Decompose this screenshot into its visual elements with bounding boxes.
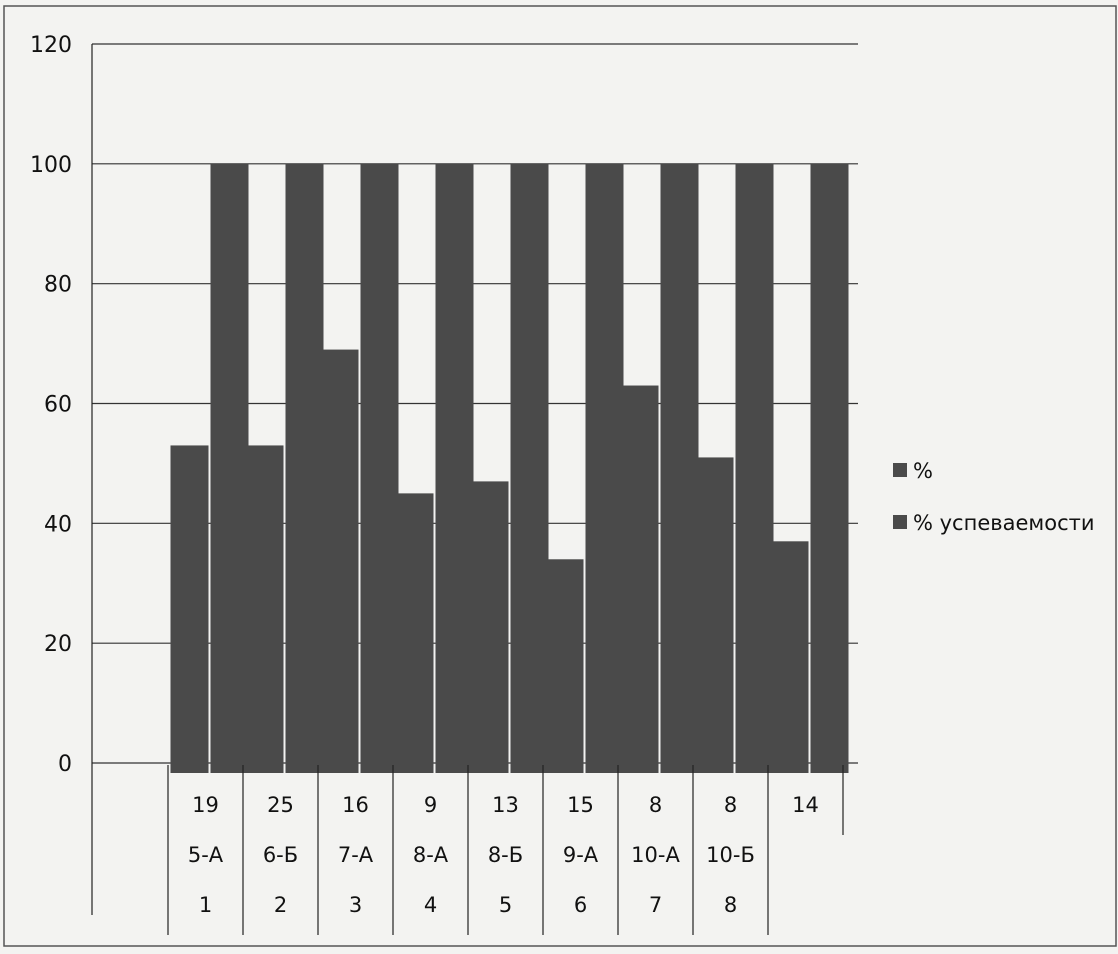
bar-percent	[545, 559, 584, 773]
bar-success	[660, 163, 699, 774]
category-label: 9-А	[563, 843, 599, 867]
category-label: 4	[424, 893, 437, 917]
category-label: 25	[267, 793, 294, 817]
bars	[170, 163, 849, 774]
category-label: 5	[499, 893, 512, 917]
category-label: 8-Б	[488, 843, 523, 867]
bar-percent	[695, 457, 734, 773]
y-tick-label: 100	[30, 153, 72, 178]
legend-swatch-success	[893, 515, 907, 529]
y-tick-label: 20	[44, 632, 72, 657]
category-label: 8	[724, 793, 737, 817]
y-tick-label: 120	[30, 33, 72, 58]
legend-label-percent: %	[913, 459, 933, 483]
bar-success	[360, 163, 399, 774]
legend-label-success: % успеваемости	[913, 511, 1095, 535]
legend: % % успеваемости	[893, 459, 1095, 535]
bar-success	[585, 163, 624, 774]
category-label: 8-А	[413, 843, 449, 867]
bar-percent	[245, 445, 284, 773]
category-label: 3	[349, 893, 362, 917]
category-label: 13	[492, 793, 519, 817]
category-label: 5-А	[188, 843, 224, 867]
category-label: 14	[792, 793, 819, 817]
bar-success	[285, 163, 324, 774]
bar-success	[510, 163, 549, 774]
bar-success	[810, 163, 849, 774]
category-label: 15	[567, 793, 594, 817]
y-axis: 0 20 40 60 80 100 120	[30, 33, 93, 915]
bar-percent	[395, 493, 434, 773]
category-label: 8	[724, 893, 737, 917]
category-label: 19	[192, 793, 219, 817]
bar-percent	[320, 349, 359, 773]
legend-swatch-percent	[893, 463, 907, 477]
category-table: 19 5-А 1 25 6-Б 2 16 7-А 3 9 8-А 4 13 8-Б 5 15 9-А 6 8 10-А…	[167, 765, 844, 935]
y-tick-label: 60	[44, 393, 72, 418]
category-label: 7-А	[338, 843, 374, 867]
y-tick-label: 40	[44, 512, 72, 537]
bar-percent	[620, 385, 659, 773]
bar-success	[210, 163, 249, 774]
bar-percent	[470, 481, 509, 773]
category-label: 10-Б	[706, 843, 755, 867]
bar-percent	[770, 541, 809, 773]
y-tick-label: 0	[58, 752, 72, 777]
category-label: 9	[424, 793, 437, 817]
category-label: 6-Б	[263, 843, 298, 867]
page-frame	[3, 5, 1117, 947]
y-tick-label: 80	[44, 273, 72, 298]
category-label: 1	[199, 893, 212, 917]
bar-success	[735, 163, 774, 774]
bar-percent	[170, 445, 209, 773]
category-label: 7	[649, 893, 662, 917]
category-label: 10-А	[631, 843, 680, 867]
category-label: 6	[574, 893, 587, 917]
bar-success	[435, 163, 474, 774]
category-label: 2	[274, 893, 287, 917]
category-label: 8	[649, 793, 662, 817]
category-label: 16	[342, 793, 369, 817]
